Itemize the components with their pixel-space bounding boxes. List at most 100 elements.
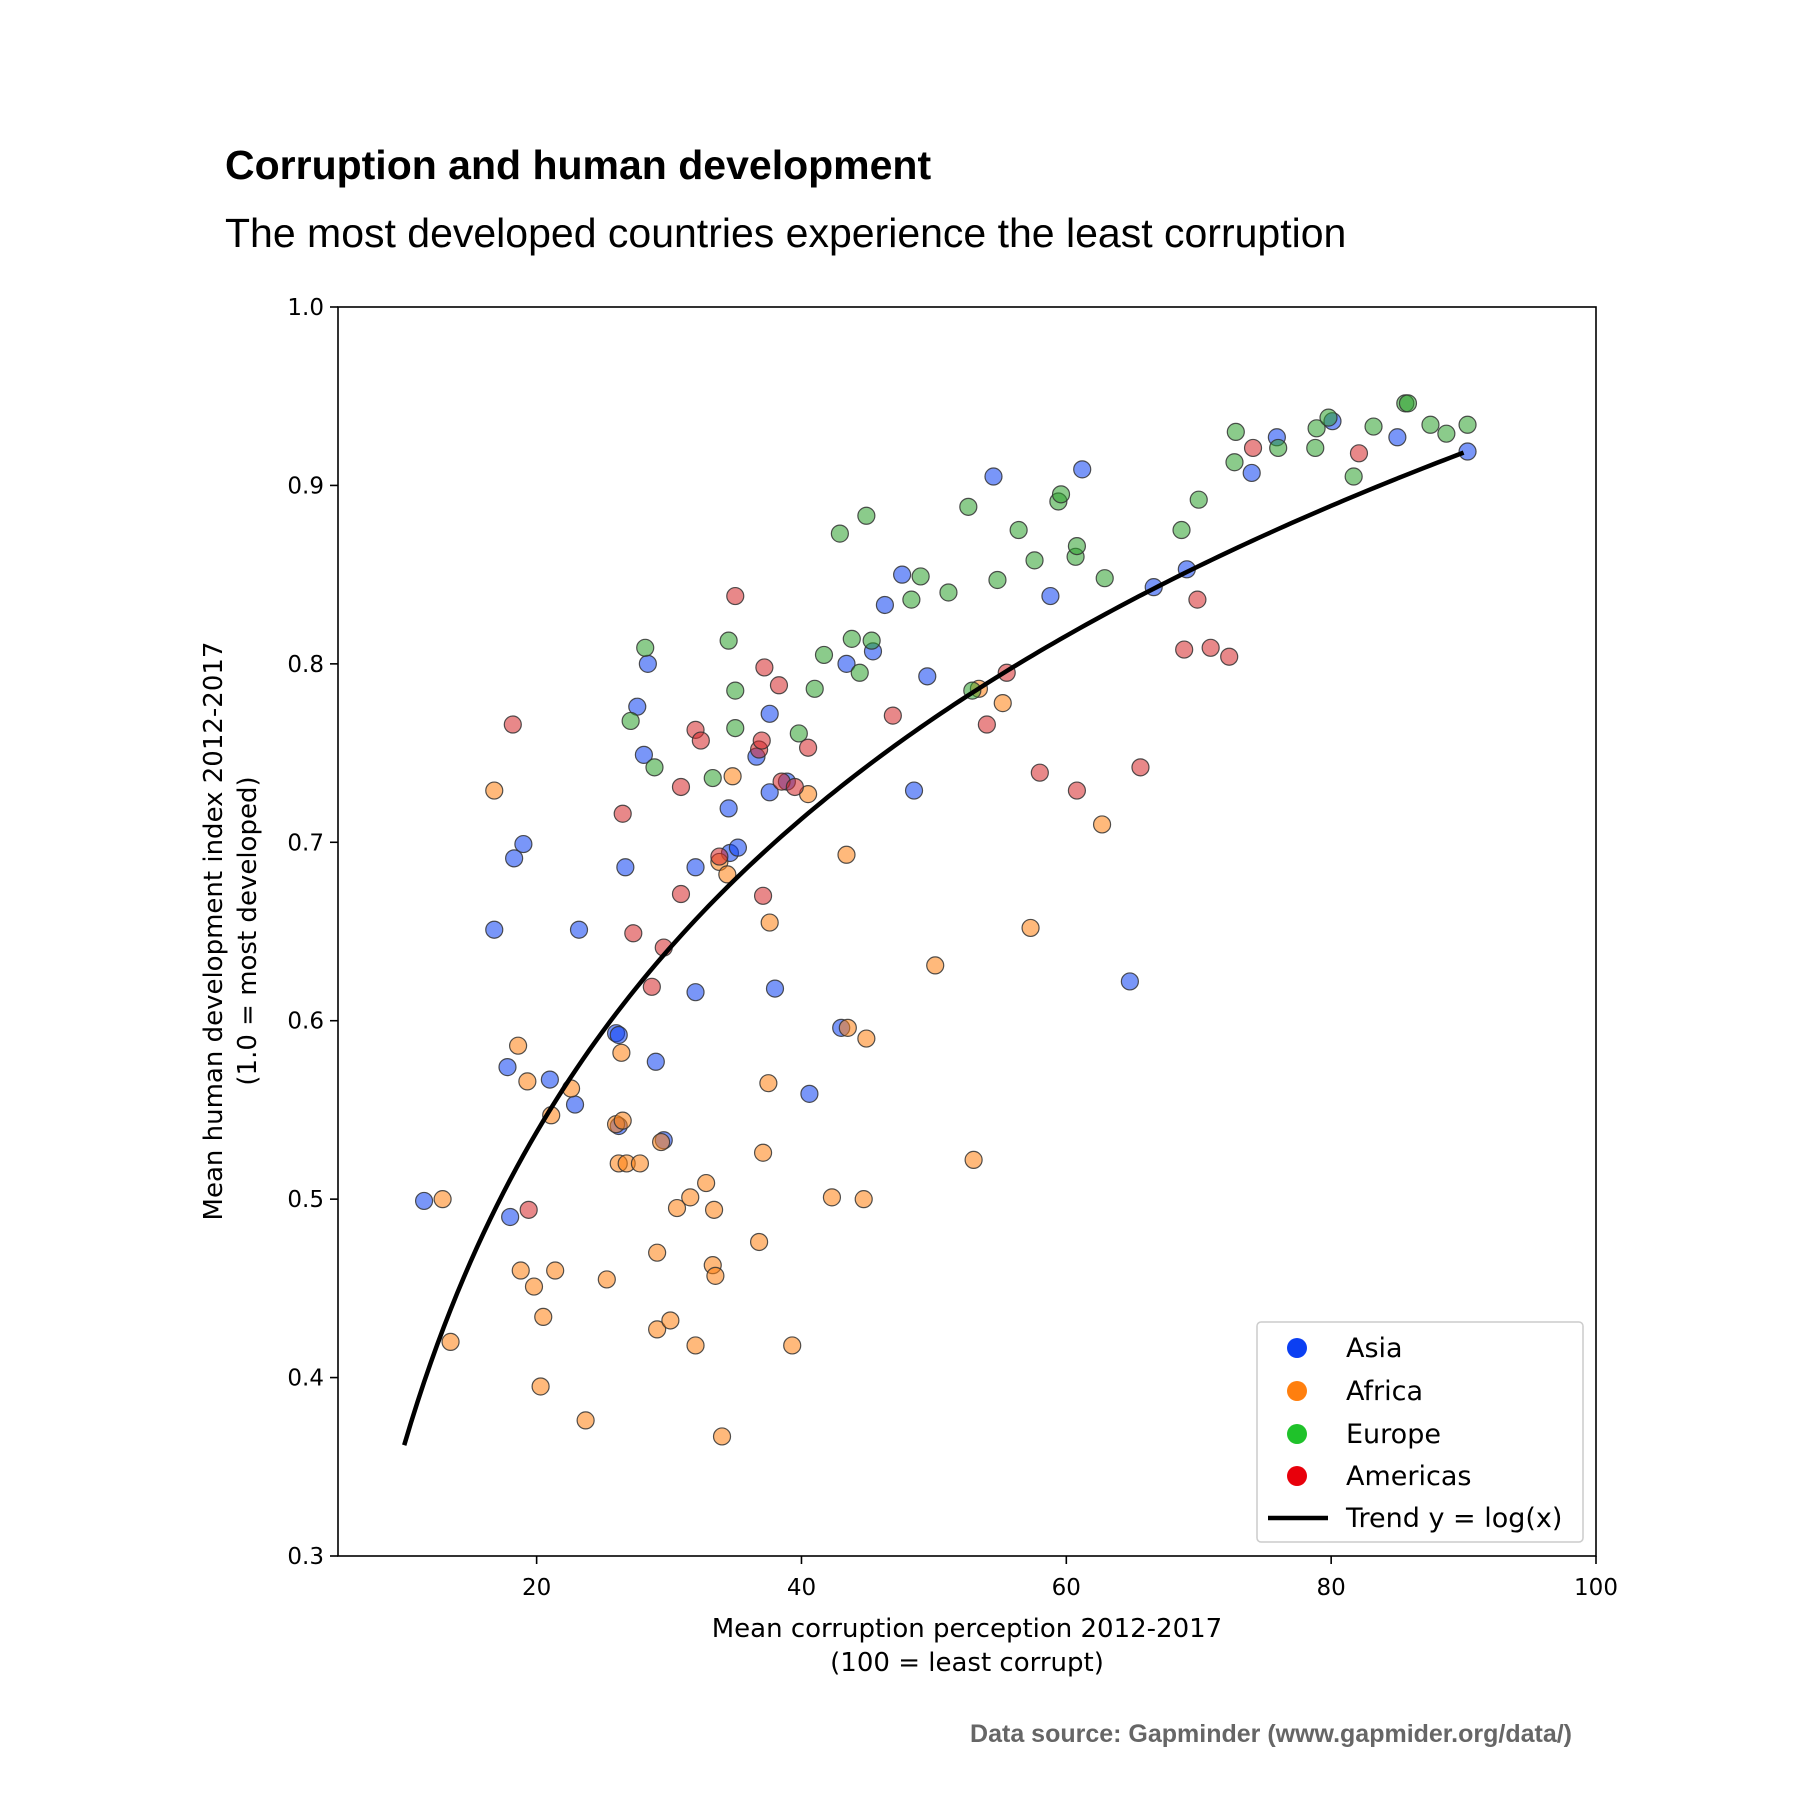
legend-label-americas: Americas [1346, 1461, 1471, 1492]
data-point-africa [661, 1311, 680, 1330]
data-point-europe [850, 663, 869, 682]
data-point-asia [501, 1207, 520, 1227]
x-axis: 20 40 60 80 100 [522, 1556, 1618, 1601]
data-point-asia [505, 849, 524, 868]
data-point-africa [712, 1427, 732, 1446]
data-point-asia [638, 654, 657, 673]
plot-frame [337, 306, 1597, 1557]
data-point-asia [984, 467, 1003, 486]
data-point-asia [837, 654, 856, 673]
legend-marker-africa [1287, 1381, 1307, 1401]
data-point-africa [630, 1154, 650, 1173]
data-point-asia [634, 745, 653, 764]
data-point-asia [498, 1058, 517, 1077]
data-source-note: Data source: Gapminder (www.gapmider.org… [970, 1720, 1572, 1748]
data-point-americas [883, 706, 902, 725]
data-point-europe [1269, 438, 1288, 458]
data-point-europe [1319, 408, 1338, 427]
data-point-americas [1030, 763, 1049, 782]
data-point-asia [569, 920, 589, 939]
legend-label-africa: Africa [1346, 1376, 1423, 1407]
legend-label-asia: Asia [1346, 1333, 1403, 1364]
y-tick-label: 0.5 [287, 1187, 324, 1213]
legend-label-europe: Europe [1346, 1419, 1441, 1450]
data-point-africa [518, 1072, 537, 1091]
data-point-africa [534, 1307, 553, 1327]
data-point-americas [1175, 640, 1194, 659]
data-point-africa [783, 1336, 802, 1355]
data-point-americas [726, 586, 745, 606]
trend-layer [402, 450, 1465, 1446]
data-point-africa [838, 1018, 857, 1037]
data-point-africa [723, 767, 742, 786]
data-point-africa [718, 865, 737, 884]
data-point-americas [798, 738, 818, 757]
data-point-americas [1220, 647, 1239, 666]
data-point-europe [1344, 467, 1363, 486]
data-point-africa [993, 694, 1012, 713]
data-point-africa [441, 1332, 460, 1351]
data-point-americas [1201, 638, 1220, 657]
data-point-europe [726, 681, 745, 700]
data-point-europe [1306, 438, 1325, 458]
x-axis-title-line1: Mean corruption perception 2012-2017 [712, 1614, 1222, 1644]
data-point-americas [1131, 758, 1150, 777]
chart-title: Corruption and human development [225, 142, 932, 188]
data-point-europe [1437, 424, 1456, 443]
data-point-asia [1073, 460, 1092, 479]
data-point-asia [646, 1052, 665, 1071]
data-point-americas [642, 977, 661, 996]
chart-subtitle: The most developed countries experience … [225, 210, 1347, 256]
data-point-europe [703, 768, 722, 788]
data-point-europe [805, 679, 824, 698]
data-point-europe [911, 567, 930, 586]
x-axis-title-line2: (100 = least corrupt) [830, 1648, 1104, 1678]
data-point-africa [485, 781, 504, 800]
data-point-africa [704, 1200, 724, 1219]
data-point-asia [719, 799, 738, 818]
data-point-africa [759, 1074, 778, 1093]
y-tick-label: 0.8 [287, 652, 324, 678]
data-point-americas [785, 777, 804, 797]
data-point-americas [710, 847, 729, 866]
data-point-europe [939, 583, 958, 602]
data-point-africa [612, 1043, 631, 1062]
data-point-americas [769, 676, 789, 695]
data-point-asia [514, 834, 533, 854]
data-point-europe [621, 711, 640, 731]
data-point-africa [857, 1029, 876, 1048]
data-point-asia [1388, 428, 1407, 447]
data-point-europe [842, 629, 861, 648]
data-point-americas [519, 1200, 538, 1219]
data-point-africa [433, 1190, 452, 1209]
y-axis-title: Mean human development index 2012-2017 (… [199, 642, 263, 1221]
data-point-africa [511, 1261, 530, 1280]
y-tick-label: 0.7 [287, 830, 324, 856]
data-point-africa [686, 1336, 705, 1355]
data-point-asia [904, 781, 924, 800]
data-point-africa [706, 1266, 725, 1285]
data-point-europe [902, 590, 921, 609]
data-point-europe [645, 758, 664, 777]
data-point-asia [686, 858, 705, 877]
data-point-europe [1421, 415, 1440, 434]
data-point-asia [1458, 442, 1477, 461]
data-point-americas [503, 715, 522, 734]
data-point-americas [1188, 590, 1207, 609]
trend-line [402, 450, 1465, 1446]
data-point-europe [789, 724, 808, 743]
y-tick-label: 0.9 [287, 473, 324, 499]
y-axis-title-line1: Mean human development index 2012-2017 [199, 642, 229, 1221]
x-tick-label: 20 [522, 1575, 551, 1601]
data-point-europe [1025, 551, 1044, 570]
data-point-africa [531, 1377, 550, 1396]
data-point-africa [667, 1198, 687, 1218]
data-point-europe [1398, 394, 1418, 413]
data-point-americas [613, 804, 632, 823]
data-point-americas [752, 731, 771, 750]
data-point-americas [624, 924, 643, 943]
data-point-africa [964, 1150, 983, 1169]
data-point-americas [1349, 444, 1369, 463]
data-point-asia [1041, 586, 1060, 606]
